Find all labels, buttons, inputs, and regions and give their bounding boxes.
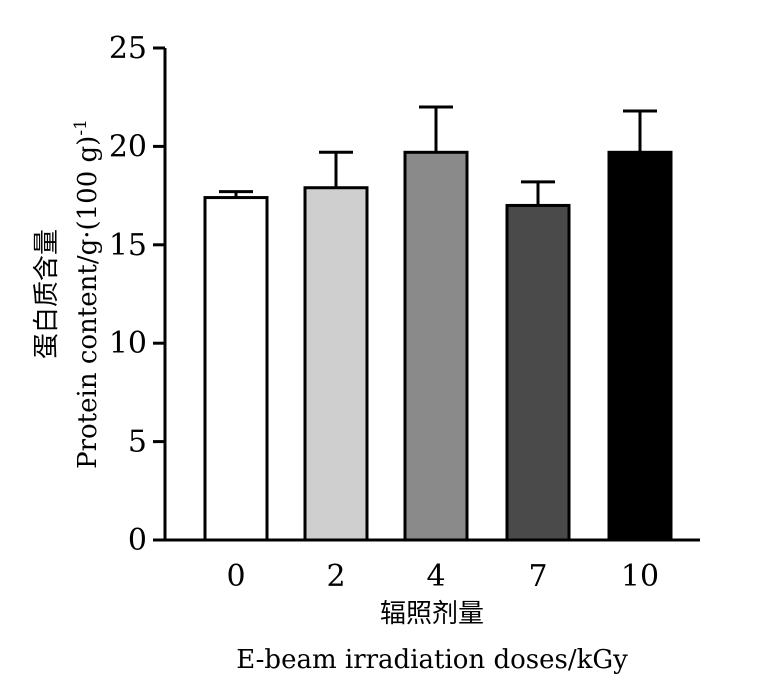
y-axis-title-cn: 蛋白质含量 <box>32 229 62 359</box>
y-tick-label-1: 5 <box>128 425 147 460</box>
y-axis-title-en: Protein content/g·(100 g)-1 <box>71 119 103 469</box>
y-tick-label-4: 20 <box>109 129 147 164</box>
bar-0 <box>203 196 269 542</box>
bar-4 <box>607 150 673 542</box>
y-tick-label-0: 0 <box>128 523 147 558</box>
y-axis-title-en-sup: -1 <box>71 119 91 136</box>
x-tick-label-4: 10 <box>621 559 659 594</box>
x-axis-title-cn: 辐照剂量 <box>380 599 484 629</box>
y-axis-title-en-main: Protein content/g·(100 g) <box>73 136 103 469</box>
x-tick-label-1: 2 <box>326 559 345 594</box>
x-tick-label-3: 7 <box>528 559 547 594</box>
x-tick-label-2: 4 <box>426 559 445 594</box>
x-axis-title-en: E-beam irradiation doses/kGy <box>236 645 628 675</box>
bar-3 <box>505 203 571 542</box>
x-tick-label-0: 0 <box>226 559 245 594</box>
axes-group <box>163 48 700 542</box>
y-tick-label-3: 15 <box>109 228 147 263</box>
bar-2 <box>403 150 469 542</box>
bars-group <box>203 105 673 542</box>
y-ticks-group: 0 5 10 15 20 25 <box>109 31 165 558</box>
y-tick-label-2: 10 <box>109 326 147 361</box>
y-tick-label-5: 25 <box>109 31 147 66</box>
x-ticks-group: 0 2 4 7 10 <box>226 559 659 594</box>
bar-1 <box>303 186 369 542</box>
